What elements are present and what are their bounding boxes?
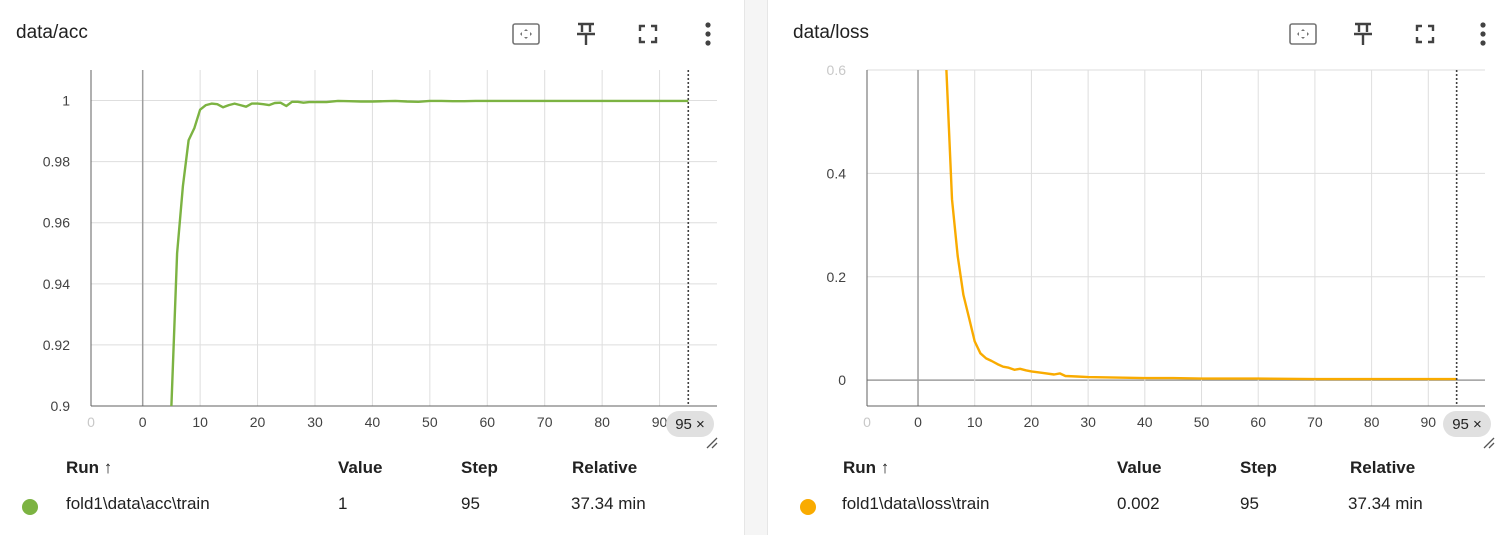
run-relative: 37.34 min [1348,494,1423,513]
header-relative[interactable]: Relative [1350,458,1416,477]
fit-domain-icon [1289,23,1317,45]
line-chart[interactable]: 0 0.2 0.4 0.6 0 0 10 20 30 40 50 60 70 80 90 95 × [768,62,1503,438]
fit-domain-button[interactable] [1285,16,1321,52]
x-tick-label: 0 [139,414,147,430]
y-tick-label: 0.94 [43,276,70,292]
line-chart[interactable]: 0.9 0.92 0.94 0.96 0.98 1 0 0 10 20 30 40 50 60 70 80 90… [0,68,744,438]
x-tick-label: 70 [1307,414,1323,430]
run-value: 1 [338,494,348,513]
x-tick-label: 90 [652,414,668,430]
step-chip-label: 95 × [675,416,705,433]
pin-button[interactable] [1345,16,1381,52]
run-name: fold1\data\acc\train [66,494,210,513]
step-chip[interactable]: 95 × [666,411,714,437]
y-tick-label: 0.98 [43,154,70,170]
x-tick-label: 40 [1137,414,1153,430]
pin-button[interactable] [568,16,604,52]
y-tick-label: 1 [62,93,70,109]
more-vert-icon [1480,22,1486,46]
header-step[interactable]: Step [461,458,498,477]
card-acc: data/acc 0.9 0.92 0.94 0.96 0.98 1 0 0 10 20 30 40 5… [0,0,744,535]
run-color-dot [800,499,816,515]
card-title: data/acc [16,22,88,43]
pin-icon [577,22,595,45]
series-line [945,70,1457,381]
fullscreen-button[interactable] [630,16,666,52]
y-tick-label: 0 [838,372,846,388]
header-run[interactable]: Run ↑ [843,458,890,477]
x-tick-label: 70 [537,414,553,430]
x-tick-label: 20 [250,414,266,430]
fullscreen-button[interactable] [1407,16,1443,52]
card-title: data/loss [793,22,870,43]
header-value[interactable]: Value [1117,458,1162,477]
more-options-button[interactable] [690,16,726,52]
card-toolbar [1285,16,1503,52]
y-tick-label: 0.4 [827,165,847,181]
fullscreen-icon [638,24,658,44]
more-vert-icon [705,22,711,46]
card-loss: data/loss 0 0.2 0.4 0.6 0 0 10 20 30 40 50 60 70 80 90… [768,0,1503,535]
run-value: 0.002 [1117,494,1160,513]
y-tick-label: 0.96 [43,215,70,231]
header-run[interactable]: Run ↑ [66,458,113,477]
x-tick-label: 50 [422,414,438,430]
y-tick-label: 0.9 [51,398,71,414]
chart-svg[interactable]: 0 0.2 0.4 0.6 0 0 10 20 30 40 50 60 70 80 90 95 × [768,62,1503,438]
fit-domain-icon [512,23,540,45]
series-line [170,99,689,406]
x-tick-label: 20 [1024,414,1040,430]
pin-icon [1354,22,1372,45]
run-relative: 37.34 min [571,494,646,513]
y-tick-label: 0.6 [827,62,847,78]
run-step: 95 [461,494,480,513]
resize-handle-icon[interactable] [1482,436,1496,450]
resize-handle-icon[interactable] [705,436,719,450]
header-value[interactable]: Value [338,458,383,477]
header-step[interactable]: Step [1240,458,1277,477]
x-tick-label: 0 [87,414,95,430]
panel-divider [744,0,768,535]
x-tick-label: 80 [1364,414,1380,430]
x-tick-label: 90 [1421,414,1437,430]
x-tick-label: 30 [1080,414,1096,430]
x-tick-label: 10 [192,414,208,430]
card-toolbar [508,16,728,52]
step-chip-bg [666,411,714,437]
y-tick-label: 0.2 [827,269,847,285]
x-tick-label: 80 [594,414,610,430]
x-tick-label: 40 [365,414,381,430]
y-tick-label: 0.92 [43,337,70,353]
step-chip[interactable]: 95 × [1443,411,1491,437]
run-color-dot [22,499,38,515]
x-tick-label: 0 [863,414,871,430]
fullscreen-icon [1415,24,1435,44]
run-step: 95 [1240,494,1259,513]
x-tick-label: 60 [479,414,495,430]
header-relative[interactable]: Relative [572,458,638,477]
x-tick-label: 10 [967,414,983,430]
x-tick-label: 0 [914,414,922,430]
x-tick-label: 50 [1194,414,1210,430]
more-options-button[interactable] [1465,16,1501,52]
step-chip-label: 95 × [1452,416,1482,433]
step-chip-bg [1443,411,1491,437]
x-tick-label: 30 [307,414,323,430]
run-name: fold1\data\loss\train [842,494,990,513]
x-tick-label: 60 [1250,414,1266,430]
fit-domain-button[interactable] [508,16,544,52]
